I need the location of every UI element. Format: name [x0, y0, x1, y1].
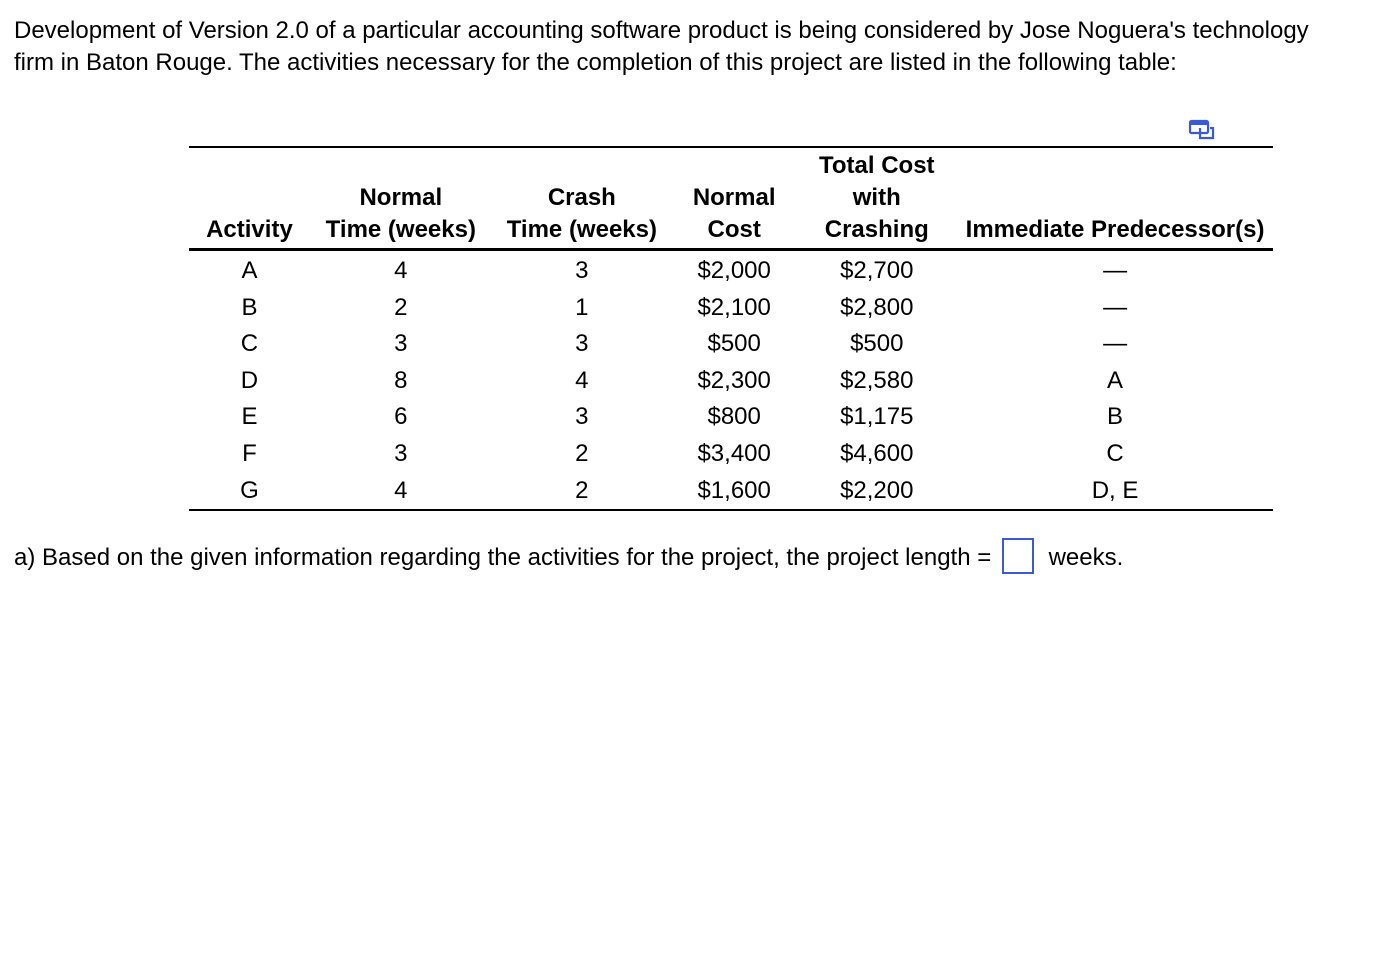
header-crash-time: Crash Time (weeks) [506, 184, 657, 243]
cell-normal-cost: $2,300 [697, 366, 771, 394]
cell-predecessors: — [1103, 257, 1128, 284]
table-row: D 8 4 $2,300 $2,580 A [189, 363, 1273, 400]
table-row: F 3 2 $3,400 $4,600 C [189, 436, 1273, 473]
cell-crash-time: 2 [575, 476, 589, 504]
cell-total-cost: $2,700 [840, 257, 914, 284]
table-row: G 4 2 $1,600 $2,200 D, E [189, 473, 1273, 511]
cell-activity: E [241, 403, 258, 431]
activities-table: Activity Normal Time (weeks) Crash Time … [189, 146, 1273, 512]
header-immediate-predecessors: Immediate Predecessor(s) [965, 216, 1265, 243]
cell-normal-cost: $800 [707, 403, 761, 431]
cell-normal-time: 4 [394, 476, 408, 504]
cell-crash-time: 3 [575, 257, 589, 284]
cell-predecessors: A [1107, 366, 1124, 394]
question-project-length: a) Based on the given information regard… [14, 537, 1124, 576]
cell-predecessors: B [1107, 403, 1124, 431]
cell-normal-cost: $500 [707, 330, 761, 358]
cell-total-cost: $2,200 [840, 476, 914, 504]
table-row: B 2 1 $2,100 $2,800 — [189, 290, 1273, 327]
header-total-cost-with-crashing: Total Cost with Crashing [818, 152, 935, 243]
cell-normal-cost: $3,400 [697, 439, 771, 467]
cell-total-cost: $2,800 [840, 293, 914, 321]
cell-normal-cost: $1,600 [697, 476, 771, 504]
question-prefix: a) Based on the given information regard… [14, 544, 992, 571]
header-normal-cost: Normal Cost [692, 184, 776, 243]
table-row: A 4 3 $2,000 $2,700 — [189, 250, 1273, 290]
problem-intro-text: Development of Version 2.0 of a particul… [14, 17, 1309, 76]
cell-predecessors: — [1103, 293, 1128, 321]
cell-normal-cost: $2,000 [697, 257, 771, 284]
cell-activity: F [242, 439, 257, 467]
cell-normal-time: 3 [394, 330, 408, 358]
project-length-answer-field[interactable] [1001, 537, 1034, 574]
table-row: E 6 3 $800 $1,175 B [189, 399, 1273, 436]
cell-activity: C [240, 330, 259, 358]
cell-crash-time: 1 [575, 293, 589, 321]
cell-total-cost: $1,175 [840, 403, 914, 431]
cell-predecessors: — [1103, 330, 1128, 358]
cell-predecessors: D, E [1091, 476, 1139, 504]
cell-normal-time: 8 [394, 366, 408, 394]
cell-normal-time: 4 [394, 257, 408, 284]
table-header-row: Activity Normal Time (weeks) Crash Time … [189, 147, 1273, 250]
question-suffix: weeks. [1048, 544, 1124, 571]
cell-predecessors: C [1106, 439, 1124, 467]
cell-normal-time: 2 [394, 293, 408, 321]
cell-normal-time: 3 [394, 439, 408, 467]
header-activity: Activity [206, 216, 293, 243]
cell-crash-time: 3 [575, 330, 589, 358]
cell-crash-time: 2 [575, 439, 589, 467]
header-normal-time: Normal Time (weeks) [325, 184, 476, 243]
cell-total-cost: $4,600 [840, 439, 914, 467]
cell-total-cost: $2,580 [840, 366, 914, 394]
cell-total-cost: $500 [850, 330, 904, 358]
cell-activity: B [241, 293, 258, 321]
cell-crash-time: 3 [575, 403, 589, 431]
table-row: C 3 3 $500 $500 — [189, 326, 1273, 363]
cell-activity: D [240, 366, 259, 394]
copy-table-icon[interactable] [1188, 119, 1216, 141]
cell-activity: A [241, 257, 258, 284]
cell-crash-time: 4 [575, 366, 589, 394]
cell-normal-time: 6 [394, 403, 408, 431]
cell-normal-cost: $2,100 [697, 293, 771, 321]
cell-activity: G [240, 476, 259, 504]
